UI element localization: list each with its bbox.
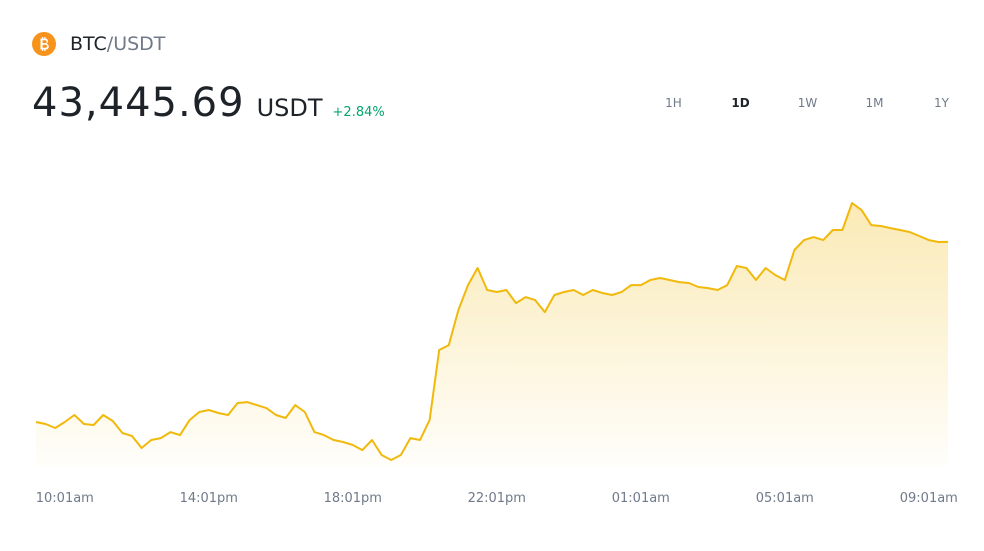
x-tick-label: 05:01am bbox=[756, 491, 814, 506]
area-fill bbox=[36, 203, 948, 466]
quote: /USDT bbox=[106, 33, 166, 55]
change: +2.84% bbox=[332, 105, 385, 120]
timeframe-button[interactable]: 1Y bbox=[934, 96, 949, 110]
x-tick-label: 10:01am bbox=[36, 491, 94, 506]
timeframe-button[interactable]: 1H bbox=[665, 96, 682, 110]
btc-icon bbox=[32, 32, 56, 56]
x-tick-label: 14:01pm bbox=[180, 491, 238, 506]
pair: BTC/USDT bbox=[32, 32, 165, 56]
price-row: 43,445.69 USDT +2.84% bbox=[32, 80, 385, 126]
timeframe-button[interactable]: 1D bbox=[731, 96, 750, 110]
x-tick-label: 09:01am bbox=[900, 491, 958, 506]
price-line bbox=[35, 202, 949, 461]
x-tick-label: 01:01am bbox=[612, 491, 670, 506]
unit: USDT bbox=[256, 94, 323, 122]
timeframe-button[interactable]: 1M bbox=[865, 96, 884, 110]
timeframes: 1H 1D 1W 1M 1Y bbox=[640, 96, 975, 110]
base: BTC bbox=[70, 33, 107, 55]
x-tick-label: 22:01pm bbox=[468, 491, 526, 506]
timeframe-button[interactable]: 1W bbox=[797, 96, 818, 110]
x-tick-label: 18:01pm bbox=[324, 491, 382, 506]
price: 43,445.69 bbox=[32, 80, 245, 126]
